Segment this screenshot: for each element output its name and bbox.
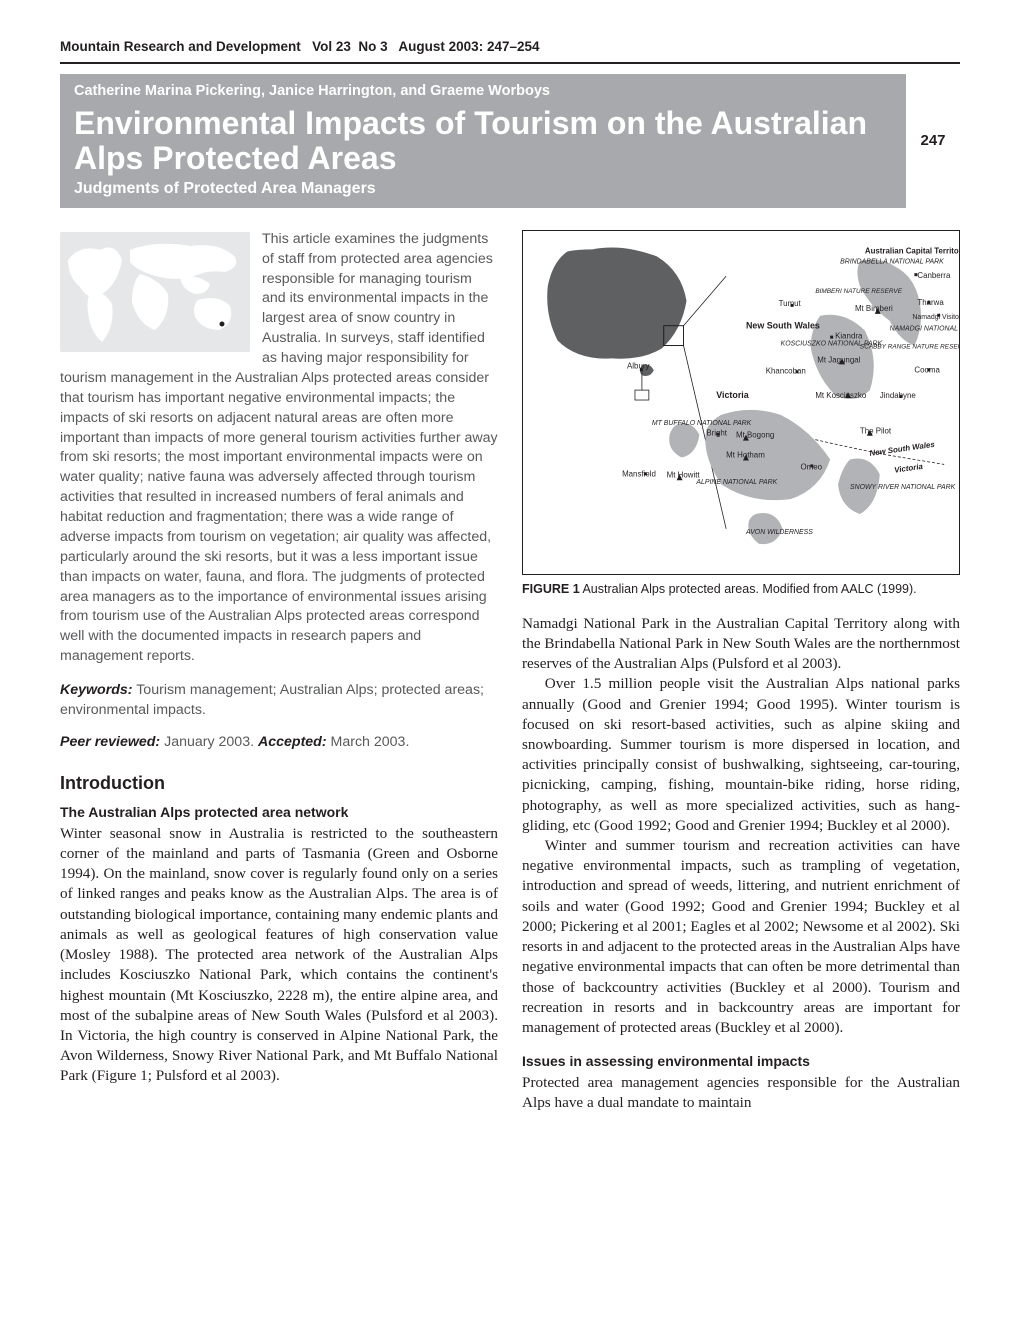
- svg-text:BRINDABELLA NATIONAL PARK: BRINDABELLA NATIONAL PARK: [840, 258, 944, 265]
- svg-text:Tharwa: Tharwa: [917, 298, 944, 307]
- figure-1-caption-text: Australian Alps protected areas. Modifie…: [580, 582, 917, 596]
- journal-date: August 2003: [398, 39, 478, 54]
- peer-review-block: Peer reviewed: January 2003. Accepted: M…: [60, 733, 498, 753]
- article-title: Environmental Impacts of Tourism on the …: [74, 106, 892, 176]
- page-number: 247: [906, 74, 960, 208]
- journal-name: Mountain Research and Development: [60, 39, 301, 54]
- peer-reviewed-date: January 2003.: [160, 734, 258, 750]
- journal-vol: Vol 23: [312, 39, 351, 54]
- world-map-inset: [60, 232, 250, 352]
- svg-text:Albury: Albury: [627, 361, 649, 370]
- svg-text:SNOWY RIVER NATIONAL PARK: SNOWY RIVER NATIONAL PARK: [850, 484, 956, 491]
- svg-text:Namadgi Visitor Centre: Namadgi Visitor Centre: [912, 314, 959, 321]
- svg-text:Canberra: Canberra: [917, 271, 951, 280]
- svg-text:AVON WILDERNESS: AVON WILDERNESS: [745, 529, 813, 536]
- svg-text:Omeo: Omeo: [800, 462, 822, 471]
- left-column: This article examines the judgments of s…: [60, 230, 498, 1114]
- svg-text:Mansfield: Mansfield: [622, 469, 656, 478]
- journal-issue: No 3: [358, 39, 387, 54]
- figure-1-caption: FIGURE 1 Australian Alps protected areas…: [522, 581, 960, 598]
- introduction-heading: Introduction: [60, 771, 498, 795]
- accepted-date: March 2003.: [327, 734, 410, 750]
- intro-paragraph-1: Winter seasonal snow in Australia is res…: [60, 824, 498, 1087]
- svg-text:SCABBY RANGE NATURE RESERVE: SCABBY RANGE NATURE RESERVE: [860, 343, 959, 350]
- svg-text:BIMBERI NATURE RESERVE: BIMBERI NATURE RESERVE: [815, 288, 902, 295]
- authors: Catherine Marina Pickering, Janice Harri…: [74, 82, 892, 102]
- abstract-block: This article examines the judgments of s…: [60, 230, 498, 667]
- svg-text:NAMADGI NATIONAL PARK: NAMADGI NATIONAL PARK: [890, 325, 959, 332]
- col2-paragraph-1: Namadgi National Park in the Australian …: [522, 614, 960, 675]
- svg-text:Mt Bimberi: Mt Bimberi: [855, 304, 893, 313]
- peer-reviewed-label: Peer reviewed:: [60, 734, 160, 750]
- keywords-block: Keywords: Tourism management; Australian…: [60, 681, 498, 721]
- col2-paragraph-3: Winter and summer tourism and recreation…: [522, 836, 960, 1038]
- svg-text:Kiandra: Kiandra: [835, 331, 863, 340]
- svg-text:Victoria: Victoria: [716, 390, 750, 400]
- svg-text:Victoria: Victoria: [894, 461, 924, 474]
- col2-paragraph-2: Over 1.5 million people visit the Austra…: [522, 674, 960, 836]
- journal-pages: 247–254: [487, 39, 540, 54]
- subheading-issues: Issues in assessing environmental impact…: [522, 1052, 960, 1071]
- col2-paragraph-4: Protected area management agencies respo…: [522, 1073, 960, 1113]
- figure-1-map: Australian Capital Territory Canberra BR…: [522, 230, 960, 575]
- svg-text:MT BUFFALO NATIONAL PARK: MT BUFFALO NATIONAL PARK: [652, 420, 752, 427]
- svg-text:The Pilot: The Pilot: [860, 426, 892, 435]
- svg-text:Tumut: Tumut: [779, 299, 802, 308]
- svg-text:Jindabyne: Jindabyne: [880, 391, 917, 400]
- title-block: Catherine Marina Pickering, Janice Harri…: [60, 74, 960, 208]
- svg-text:Mt Hotham: Mt Hotham: [726, 450, 765, 459]
- svg-text:Mt Howitt: Mt Howitt: [667, 470, 701, 479]
- right-column: Australian Capital Territory Canberra BR…: [522, 230, 960, 1114]
- keywords-label: Keywords:: [60, 682, 133, 698]
- australia-inset: [547, 247, 726, 528]
- svg-text:New South Wales: New South Wales: [746, 320, 820, 330]
- svg-text:ALPINE NATIONAL PARK: ALPINE NATIONAL PARK: [695, 479, 777, 486]
- svg-text:Australian Capital Territory: Australian Capital Territory: [865, 246, 959, 255]
- svg-text:Bright: Bright: [706, 428, 727, 437]
- journal-citation: Mountain Research and Development Vol 23…: [60, 38, 960, 56]
- title-bar: Catherine Marina Pickering, Janice Harri…: [60, 74, 906, 208]
- svg-text:New South Wales: New South Wales: [869, 439, 936, 457]
- svg-text:Mt Jagungal: Mt Jagungal: [817, 355, 860, 364]
- horizontal-rule: [60, 62, 960, 64]
- figure-1-label: FIGURE 1: [522, 582, 580, 596]
- accepted-label: Accepted:: [258, 734, 327, 750]
- two-column-layout: This article examines the judgments of s…: [60, 230, 960, 1114]
- svg-text:Mt Bogong: Mt Bogong: [736, 430, 774, 439]
- svg-text:Cooma: Cooma: [914, 365, 940, 374]
- svg-text:Khancoban: Khancoban: [766, 366, 806, 375]
- svg-text:Mt Kosciuszko: Mt Kosciuszko: [815, 391, 867, 400]
- article-subtitle: Judgments of Protected Area Managers: [74, 178, 892, 200]
- subheading-network: The Australian Alps protected area netwo…: [60, 803, 498, 822]
